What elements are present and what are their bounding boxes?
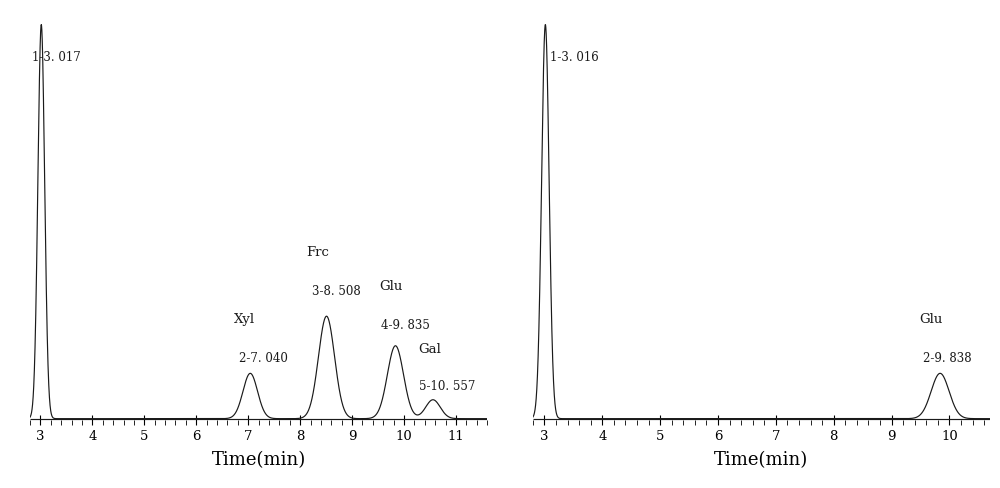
- Text: 5-10. 557: 5-10. 557: [419, 380, 475, 393]
- Text: 1-3. 016: 1-3. 016: [550, 51, 599, 64]
- Text: 3-8. 508: 3-8. 508: [312, 285, 360, 299]
- Text: 4-9. 835: 4-9. 835: [381, 319, 430, 332]
- X-axis label: Time(min): Time(min): [211, 451, 306, 469]
- Text: Xyl: Xyl: [234, 313, 255, 326]
- Text: Gal: Gal: [419, 343, 441, 356]
- Text: Glu: Glu: [379, 280, 402, 292]
- Text: 2-9. 838: 2-9. 838: [923, 352, 972, 366]
- Text: Glu: Glu: [919, 313, 943, 326]
- Text: 2-7. 040: 2-7. 040: [239, 352, 288, 366]
- Text: Frc: Frc: [306, 246, 329, 259]
- X-axis label: Time(min): Time(min): [714, 451, 809, 469]
- Text: 1-3. 017: 1-3. 017: [32, 51, 80, 64]
